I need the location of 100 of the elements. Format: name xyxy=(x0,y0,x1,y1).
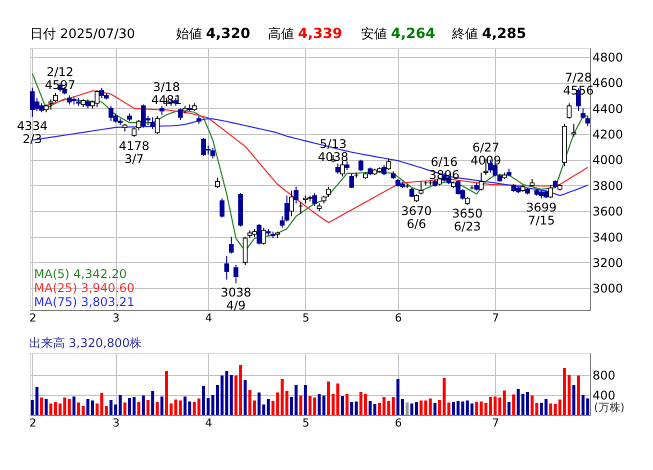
bar xyxy=(244,380,247,415)
bar xyxy=(475,402,478,415)
bar xyxy=(137,402,140,415)
bar xyxy=(90,400,94,415)
bar xyxy=(151,391,154,415)
x-tick-label: 3 xyxy=(112,312,120,324)
bar xyxy=(406,402,409,415)
bar xyxy=(428,398,432,415)
bar xyxy=(373,404,376,415)
y-tick-label: 3400 xyxy=(592,230,624,244)
x-tick-label: 3 xyxy=(112,416,120,430)
bar xyxy=(35,387,38,415)
bar xyxy=(178,400,182,415)
bar xyxy=(304,385,307,415)
x-tick-label: 2 xyxy=(29,416,36,430)
bar xyxy=(72,396,76,415)
text: 始値 xyxy=(176,27,202,42)
candlestick xyxy=(418,181,424,195)
bar xyxy=(420,400,423,415)
text: 安値 xyxy=(361,26,387,42)
y-tick-label: 3200 xyxy=(592,256,624,270)
annotation: 3670 6/6 xyxy=(401,204,432,232)
bar xyxy=(354,402,358,415)
text: 4,320 xyxy=(206,26,251,42)
bar xyxy=(230,375,233,415)
annotation: 4178 3/7 xyxy=(118,138,150,166)
text: 終値 xyxy=(451,27,478,42)
y-tick-label: 3800 xyxy=(592,178,624,193)
candlestick xyxy=(358,159,364,172)
candlestick xyxy=(178,108,183,120)
bar xyxy=(299,396,302,415)
bar xyxy=(285,391,288,415)
candlestick xyxy=(154,116,160,135)
candlestick xyxy=(256,223,262,245)
candlestick xyxy=(571,123,576,138)
bar xyxy=(104,406,108,415)
y-tick-label: 4200 xyxy=(592,128,624,142)
candlestick xyxy=(280,216,285,228)
bar xyxy=(346,394,349,415)
candlestick xyxy=(215,177,220,188)
candlestick xyxy=(289,190,294,217)
y-tick-label: 3600 xyxy=(592,204,624,219)
bar xyxy=(40,398,44,415)
candlestick xyxy=(224,256,230,280)
bar xyxy=(502,390,506,415)
text: 4,264 xyxy=(391,26,436,42)
x-tick-label: 7 xyxy=(492,312,500,324)
x-tick-label: 6 xyxy=(394,312,402,324)
candlestick xyxy=(548,184,554,199)
candlestick xyxy=(210,148,216,159)
annotation: 5/13 4038 xyxy=(318,136,348,164)
candlestick xyxy=(478,172,484,192)
bar xyxy=(582,395,585,415)
x-tick-label: 6 xyxy=(394,416,402,430)
y-tick-label: 400 xyxy=(592,388,616,402)
y-tick-label: 4600 xyxy=(592,76,624,90)
bar xyxy=(470,404,474,415)
bar xyxy=(142,396,145,415)
y-tick-label: 4800 xyxy=(592,50,624,64)
x-tick-label: 4 xyxy=(205,416,212,430)
bar xyxy=(197,398,200,415)
candlestick xyxy=(349,173,354,188)
candlestick xyxy=(386,158,392,171)
bar xyxy=(368,401,372,415)
bar xyxy=(530,396,534,415)
annotation: 4334 2/3 xyxy=(17,118,48,146)
bar xyxy=(266,399,270,415)
candlestick xyxy=(294,186,299,204)
annotation: 7/28 4556 xyxy=(563,70,594,98)
candlestick xyxy=(335,163,340,174)
candlestick xyxy=(228,236,234,254)
bar xyxy=(160,396,164,415)
candlestick xyxy=(261,227,266,245)
bar xyxy=(258,392,261,415)
x-tick-label: 5 xyxy=(302,312,310,324)
bar xyxy=(156,402,159,415)
text: 高値 xyxy=(268,26,294,42)
bar xyxy=(165,371,168,415)
candlestick xyxy=(284,195,290,222)
bar xyxy=(508,402,511,415)
bar xyxy=(549,404,552,415)
annotation: 3650 6/23 xyxy=(452,206,483,234)
text: MA(25) 3,940.60 xyxy=(34,281,134,295)
x-tick-label: 2 xyxy=(29,312,36,324)
y-tick-label: 4000 xyxy=(592,153,624,168)
text: 4,285 xyxy=(482,26,526,42)
candlestick xyxy=(136,119,142,131)
text: MA(5) 4,342.20 xyxy=(34,267,127,281)
text: 日付 2025/07/30 xyxy=(30,27,136,42)
candlestick xyxy=(312,192,318,206)
y-tick-label: 3000 xyxy=(592,282,624,296)
bar xyxy=(322,396,326,415)
bar xyxy=(123,402,126,415)
y-tick-label: 800 xyxy=(592,368,616,382)
bar xyxy=(447,402,450,415)
bar xyxy=(350,402,354,415)
bar xyxy=(128,398,132,415)
bar xyxy=(535,403,538,415)
y-axis-title: (万株) xyxy=(594,401,625,414)
bar xyxy=(572,385,576,415)
